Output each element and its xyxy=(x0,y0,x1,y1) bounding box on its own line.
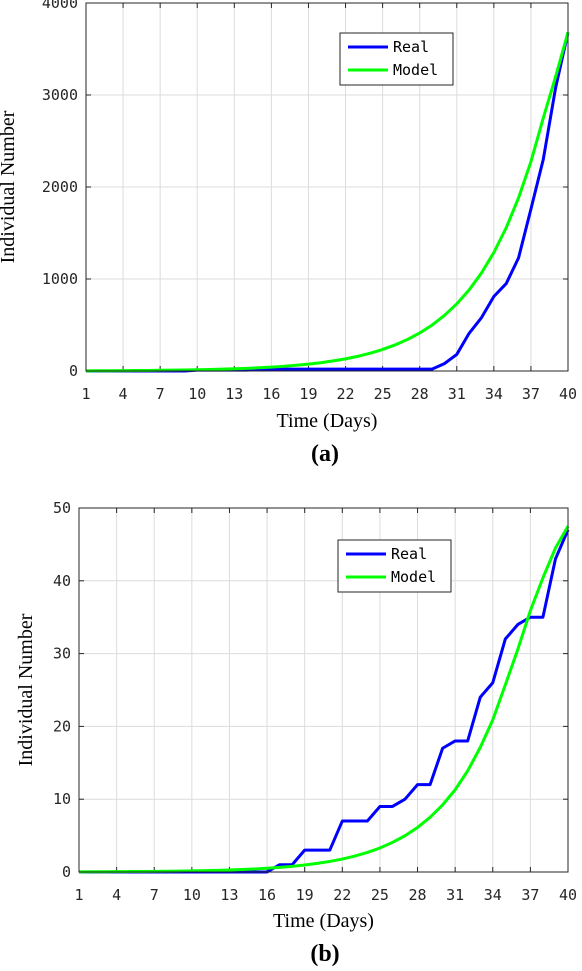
x-tick-label: 22 xyxy=(333,886,351,904)
x-tick-label: 28 xyxy=(409,886,427,904)
x-tick-label: 40 xyxy=(559,385,577,403)
x-tick-label: 4 xyxy=(112,886,121,904)
x-tick-label: 4 xyxy=(119,385,128,403)
legend-label-real: Real xyxy=(391,545,427,563)
x-tick-label: 31 xyxy=(448,385,466,403)
x-tick-label: 31 xyxy=(446,886,464,904)
x-tick-label: 7 xyxy=(156,385,165,403)
x-axis-label: Time (Days) xyxy=(273,910,374,932)
x-tick-label: 16 xyxy=(262,385,280,403)
y-tick-label: 10 xyxy=(53,790,71,808)
x-tick-label: 7 xyxy=(150,886,159,904)
series-line-model xyxy=(78,525,570,874)
legend: Real Model xyxy=(339,32,454,86)
x-tick-label: 34 xyxy=(484,886,502,904)
x-tick-label: 37 xyxy=(522,385,540,403)
y-tick-label: 0 xyxy=(69,362,78,380)
chart-panel-2: 1 4 7 10 13 16 19 22 25 28 31 34 37 40 0 10 20 30 40 50 Time… xyxy=(15,499,577,967)
x-tick-label: 19 xyxy=(296,886,314,904)
axes-frame xyxy=(85,2,569,372)
x-tick-label: 40 xyxy=(559,886,577,904)
legend-box xyxy=(337,539,452,593)
legend-label-model: Model xyxy=(393,61,438,79)
legend-label-real: Real xyxy=(393,38,429,56)
x-tick-label: 25 xyxy=(374,385,392,403)
y-tick-label: 50 xyxy=(53,499,71,517)
x-tick-label: 10 xyxy=(188,385,206,403)
x-tick-label: 16 xyxy=(258,886,276,904)
plot-area xyxy=(79,508,568,872)
chart-panel-1: 1 4 7 10 13 16 19 22 25 28 31 34 37 40 0 1000 2000 3000 40… xyxy=(0,0,577,467)
series-line-model xyxy=(85,32,570,373)
legend-box xyxy=(339,32,454,86)
x-axis-label: Time (Days) xyxy=(277,410,378,432)
y-tick-label: 20 xyxy=(53,717,71,735)
legend-label-model: Model xyxy=(391,568,436,586)
legend: Real Model xyxy=(337,539,452,593)
x-tick-label: 13 xyxy=(225,385,243,403)
x-tick-label: 22 xyxy=(337,385,355,403)
panel-label: (a) xyxy=(311,441,339,467)
y-tick-label: 2000 xyxy=(42,178,78,196)
y-tick-label: 1000 xyxy=(42,270,78,288)
y-axis-label: Individual Number xyxy=(15,613,37,766)
y-tick-label: 40 xyxy=(53,572,71,590)
x-tick-label: 19 xyxy=(299,385,317,403)
x-tick-label: 1 xyxy=(74,886,83,904)
x-tick-label: 1 xyxy=(81,385,90,403)
panel-label: (b) xyxy=(310,941,339,967)
axes-frame xyxy=(78,507,569,873)
x-tick-label: 34 xyxy=(485,385,503,403)
y-tick-label: 4000 xyxy=(42,0,78,12)
y-axis-label: Individual Number xyxy=(0,110,19,263)
x-tick-label: 25 xyxy=(371,886,389,904)
y-tick-label: 30 xyxy=(53,645,71,663)
y-tick-label: 3000 xyxy=(42,86,78,104)
x-tick-label: 13 xyxy=(220,886,238,904)
y-tick-label: 0 xyxy=(62,863,71,881)
x-tick-label: 10 xyxy=(183,886,201,904)
x-tick-label: 37 xyxy=(521,886,539,904)
x-tick-label: 28 xyxy=(411,385,429,403)
